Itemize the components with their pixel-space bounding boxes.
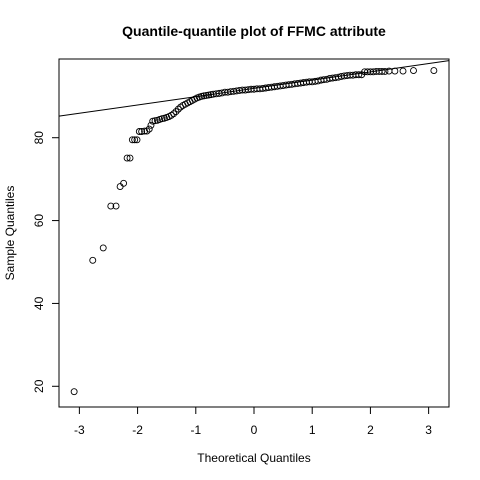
x-tick-label: 0: [251, 423, 258, 437]
y-axis-label: Sample Quantiles: [3, 186, 17, 281]
x-tick-label: 3: [425, 423, 432, 437]
data-point: [430, 67, 438, 75]
data-point: [131, 136, 139, 144]
data-point: [116, 183, 124, 191]
data-point: [70, 388, 78, 396]
data-point: [158, 115, 166, 123]
data-point: [200, 92, 208, 100]
x-tick-label: -3: [74, 423, 85, 437]
data-point: [381, 67, 389, 75]
data-point: [202, 92, 210, 99]
data-point: [198, 92, 206, 100]
data-point: [138, 128, 146, 135]
data-point: [147, 121, 155, 129]
data-point: [149, 117, 157, 125]
data-point: [141, 127, 149, 135]
x-tick-label: 2: [367, 423, 374, 437]
data-point: [172, 108, 180, 116]
chart-title: Quantile-quantile plot of FFMC attribute: [122, 23, 386, 39]
data-point: [126, 154, 134, 162]
x-axis: -3 -2 -1 0 1 2 3: [74, 406, 432, 437]
data-point: [135, 128, 143, 135]
data-point: [170, 110, 178, 118]
data-point: [107, 202, 115, 210]
y-tick-label: 40: [32, 296, 46, 310]
x-tick-label: 1: [309, 423, 316, 437]
data-point: [133, 136, 141, 144]
data-point: [151, 117, 159, 125]
data-point: [378, 67, 386, 75]
data-point: [128, 136, 136, 144]
data-point: [99, 244, 107, 252]
plot-frame: [58, 58, 450, 408]
data-point: [391, 67, 399, 75]
y-tick-label: 80: [32, 131, 46, 145]
x-axis-label: Theoretical Quantiles: [197, 451, 310, 465]
data-point: [205, 91, 213, 99]
data-point: [207, 91, 215, 99]
data-point: [355, 71, 363, 79]
data-point: [123, 154, 131, 162]
y-tick-label: 20: [32, 379, 46, 393]
data-point: [143, 127, 151, 135]
data-point: [145, 125, 153, 133]
data-point: [399, 67, 407, 75]
data-point: [174, 105, 182, 113]
data-points: [70, 67, 438, 396]
x-tick-label: -1: [190, 423, 201, 437]
data-point: [89, 256, 97, 264]
data-point: [112, 202, 120, 210]
y-axis: 20 40 60 80: [32, 131, 60, 393]
data-point: [120, 179, 128, 187]
data-point: [410, 67, 417, 75]
y-tick-label: 60: [32, 214, 46, 228]
x-tick-label: -2: [132, 423, 143, 437]
